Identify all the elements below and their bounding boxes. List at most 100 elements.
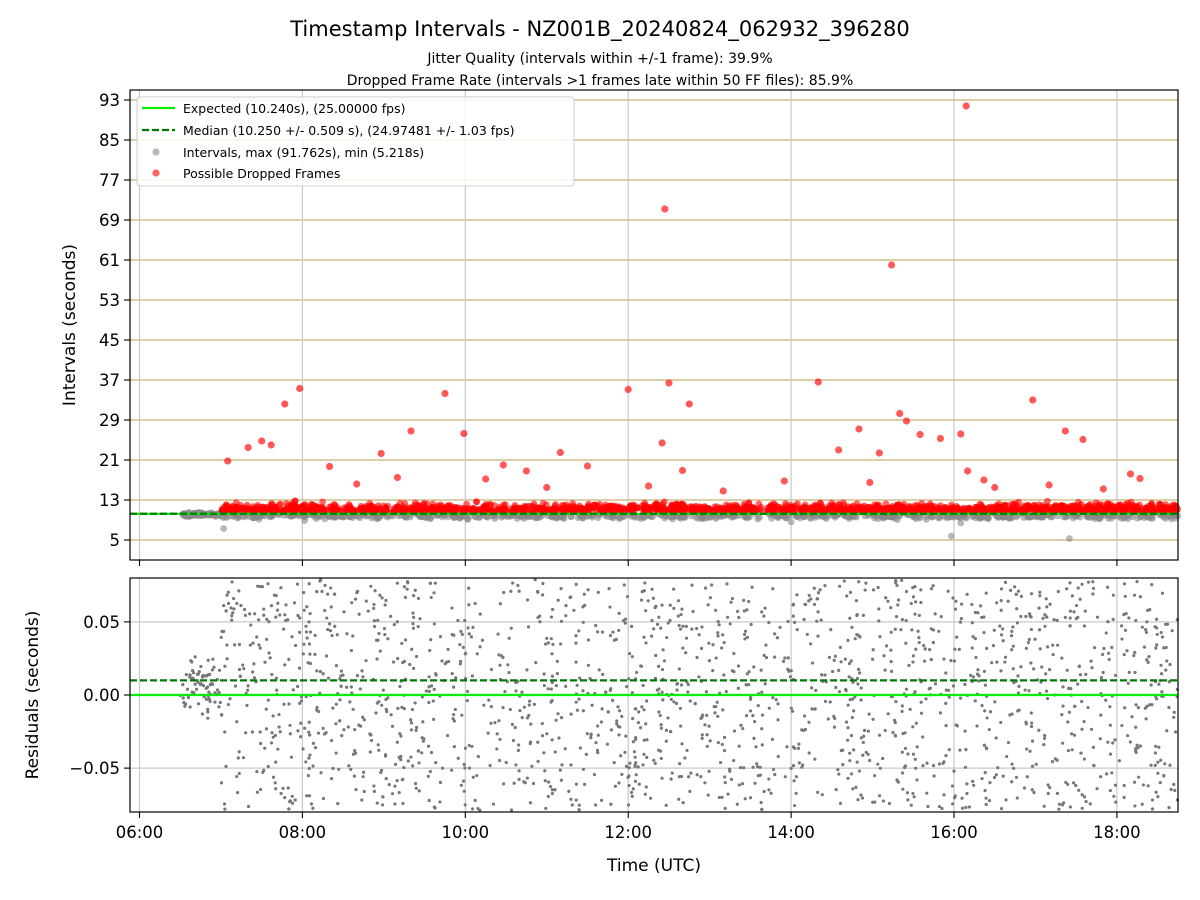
dropped-frame-outlier (875, 449, 883, 457)
residual-point (395, 740, 399, 744)
residual-point (577, 803, 581, 807)
residual-point (914, 647, 918, 651)
residual-point (558, 768, 562, 772)
residual-point (693, 702, 697, 706)
residual-point (525, 598, 530, 602)
residual-point (292, 601, 297, 605)
residual-point (207, 690, 211, 694)
residual-point (716, 634, 720, 638)
residual-point (208, 683, 213, 687)
residual-point (1024, 614, 1028, 619)
residual-point (446, 647, 450, 651)
residual-point (1051, 652, 1055, 657)
residual-point (1030, 592, 1034, 596)
residual-point (726, 792, 730, 796)
residual-point (612, 761, 616, 765)
residual-point (1055, 791, 1059, 795)
residual-point (689, 771, 693, 775)
residual-point (785, 745, 789, 749)
residual-point (969, 673, 973, 677)
residual-point (695, 655, 699, 660)
residual-point (951, 684, 956, 688)
residual-point (331, 766, 335, 771)
residual-point (677, 775, 681, 779)
dropped-frame-point (671, 504, 678, 512)
residual-point (776, 702, 780, 706)
dropped-frame-point (291, 497, 299, 505)
residual-point (369, 738, 374, 743)
residual-point (440, 766, 445, 770)
residual-point (353, 749, 357, 753)
residual-point (998, 624, 1002, 628)
residual-point (1082, 719, 1086, 724)
residual-point (432, 591, 436, 595)
residual-point (1022, 786, 1027, 790)
dropped-frame-point (660, 498, 668, 506)
residual-point (834, 788, 838, 792)
dropped-frame-point (893, 501, 901, 509)
residual-point (577, 697, 581, 701)
residual-point (277, 712, 281, 717)
residual-point (802, 714, 807, 718)
residual-point (1125, 649, 1129, 653)
residual-point (1105, 772, 1109, 776)
residual-point (688, 699, 692, 703)
residual-point (889, 669, 894, 673)
residual-point (1120, 723, 1124, 728)
x-axis-label: Time (UTC) (606, 856, 701, 876)
residual-point (287, 702, 291, 706)
residual-point (311, 764, 315, 768)
dropped-frame-outlier (855, 425, 863, 433)
residual-point (361, 675, 365, 679)
residual-point (1003, 655, 1008, 659)
residual-point (976, 668, 980, 672)
dropped-frame-point (1116, 501, 1124, 509)
dropped-frame-point (410, 505, 417, 512)
residual-point (1068, 609, 1073, 613)
residual-point (1134, 618, 1138, 623)
residual-point (475, 652, 479, 656)
residual-point (242, 607, 247, 612)
residual-point (1114, 800, 1118, 804)
residual-point (652, 758, 656, 762)
residual-point (1132, 593, 1137, 597)
residual-point (575, 708, 579, 712)
residual-point (476, 754, 480, 759)
residual-point (653, 761, 657, 766)
interval-point (1096, 515, 1103, 523)
residual-point (1138, 595, 1142, 599)
residual-point (720, 795, 724, 799)
residual-point (933, 612, 937, 616)
residual-point (710, 583, 714, 587)
residual-point (589, 733, 593, 737)
residual-point (1146, 660, 1150, 665)
residual-point (974, 655, 978, 660)
residual-point (307, 756, 311, 760)
dropped-frame-outlier (1045, 481, 1053, 489)
residual-point (467, 743, 471, 748)
residual-point (895, 778, 899, 782)
residual-point (489, 721, 493, 725)
residual-point (1156, 771, 1160, 775)
residual-point (1045, 605, 1049, 609)
residual-point (237, 771, 241, 776)
dropped-frame-outlier (963, 467, 972, 475)
residual-point (467, 632, 471, 636)
residual-point (296, 729, 300, 733)
residual-point (362, 789, 366, 794)
residual-point (585, 732, 589, 736)
residual-point (743, 637, 747, 641)
dropped-frame-outlier (658, 439, 666, 447)
residual-point (550, 652, 554, 656)
residual-point (1068, 805, 1072, 809)
residual-point (762, 614, 766, 618)
residual-point (465, 689, 470, 694)
residual-point (1153, 625, 1157, 629)
residual-point (361, 715, 365, 719)
residual-point (1091, 580, 1095, 584)
residual-point (433, 581, 437, 585)
residual-point (1108, 788, 1112, 793)
interval-point (1013, 513, 1020, 521)
residual-point (507, 671, 511, 675)
dropped-frame-point (492, 506, 500, 514)
